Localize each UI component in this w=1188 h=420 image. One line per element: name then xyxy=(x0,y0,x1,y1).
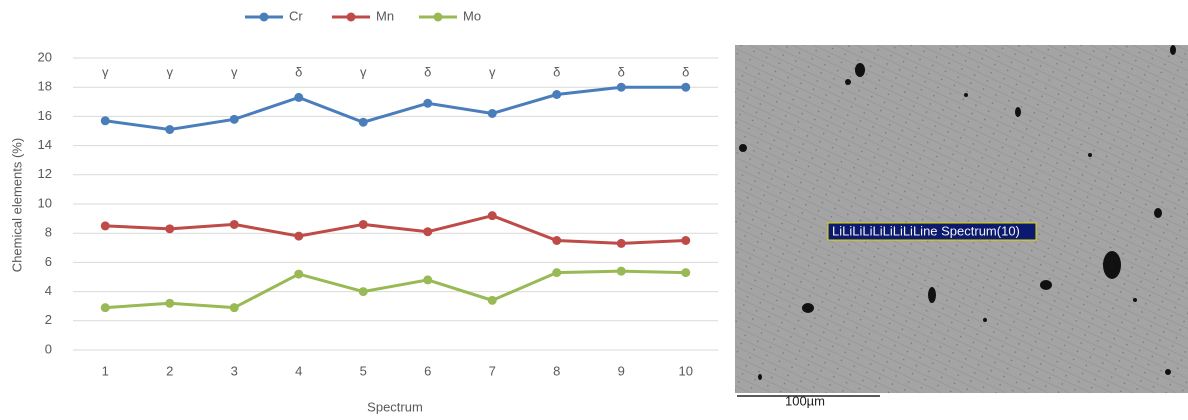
y-tick-label: 16 xyxy=(38,108,52,123)
x-tick-label: 2 xyxy=(166,363,173,378)
data-point xyxy=(294,269,304,279)
x-tick-label: 10 xyxy=(679,363,693,378)
phase-label: δ xyxy=(553,64,560,79)
x-tick-label: 7 xyxy=(489,363,496,378)
data-point xyxy=(358,287,368,297)
y-tick-label: 12 xyxy=(38,166,52,181)
y-tick-label: 10 xyxy=(38,195,52,210)
legend-label: Mo xyxy=(463,8,481,23)
data-point xyxy=(681,236,691,245)
data-point xyxy=(487,211,497,221)
x-tick-label: 4 xyxy=(295,363,302,378)
data-point xyxy=(681,82,691,92)
data-point xyxy=(616,266,626,276)
legend-marker xyxy=(433,12,443,22)
x-tick-label: 3 xyxy=(231,363,238,378)
data-point xyxy=(487,108,497,118)
series-line xyxy=(105,214,686,245)
data-point xyxy=(358,219,368,229)
y-tick-label: 4 xyxy=(45,283,52,298)
data-point xyxy=(100,116,110,126)
phase-label: γ xyxy=(102,64,109,79)
phase-label: γ xyxy=(489,64,496,79)
phase-label: γ xyxy=(231,64,238,79)
phase-label: δ xyxy=(295,64,302,79)
x-tick-label: 1 xyxy=(102,363,109,378)
precipitates xyxy=(739,45,1176,380)
y-axis-title: Chemical elements (%) xyxy=(9,138,24,272)
legend-marker xyxy=(346,12,356,22)
data-point xyxy=(423,227,433,237)
spectrum-label-box xyxy=(827,222,1037,241)
legend-label: Mn xyxy=(376,8,394,23)
data-point xyxy=(552,236,562,245)
y-tick-label: 6 xyxy=(45,254,52,269)
data-point xyxy=(487,295,497,305)
data-point xyxy=(100,221,110,231)
x-tick-label: 9 xyxy=(618,363,625,378)
data-point xyxy=(100,303,110,313)
x-tick-label: 5 xyxy=(360,363,367,378)
data-point xyxy=(294,231,304,241)
data-point xyxy=(165,298,175,308)
data-point xyxy=(423,98,433,108)
x-tick-label: 8 xyxy=(553,363,560,378)
scale-bar-label: 100µm xyxy=(785,393,825,408)
data-point xyxy=(229,219,239,229)
series-line xyxy=(105,85,686,132)
legend-marker xyxy=(259,12,269,22)
x-axis-title: Spectrum xyxy=(367,399,423,414)
y-tick-label: 20 xyxy=(38,49,52,64)
data-point xyxy=(229,303,239,313)
data-point xyxy=(423,275,433,285)
data-point xyxy=(165,125,175,135)
spectrum-label: LiLiLiLiLiLiLiLiLine Spectrum(10) xyxy=(832,223,1020,238)
sem-image xyxy=(735,45,1188,393)
y-tick-label: 14 xyxy=(38,137,52,152)
data-point xyxy=(616,238,626,248)
data-point xyxy=(165,224,175,234)
phase-label: δ xyxy=(424,64,431,79)
data-point xyxy=(229,114,239,124)
legend-label: Cr xyxy=(289,8,303,23)
y-tick-label: 8 xyxy=(45,225,52,240)
phase-label: δ xyxy=(618,64,625,79)
micrograph: LiLiLiLiLiLiLiLiLine Spectrum(10) 100µm xyxy=(735,45,1188,408)
y-tick-label: 2 xyxy=(45,312,52,327)
data-point xyxy=(616,82,626,92)
phase-label: γ xyxy=(167,64,174,79)
phase-label: δ xyxy=(682,64,689,79)
data-point xyxy=(358,117,368,127)
series-line xyxy=(105,269,686,310)
phase-label: γ xyxy=(360,64,367,79)
y-tick-label: 0 xyxy=(45,341,52,356)
y-tick-label: 18 xyxy=(38,79,52,94)
data-point xyxy=(681,268,691,278)
data-point xyxy=(552,90,562,99)
data-point xyxy=(552,268,562,278)
x-tick-label: 6 xyxy=(424,363,431,378)
data-point xyxy=(294,92,304,102)
